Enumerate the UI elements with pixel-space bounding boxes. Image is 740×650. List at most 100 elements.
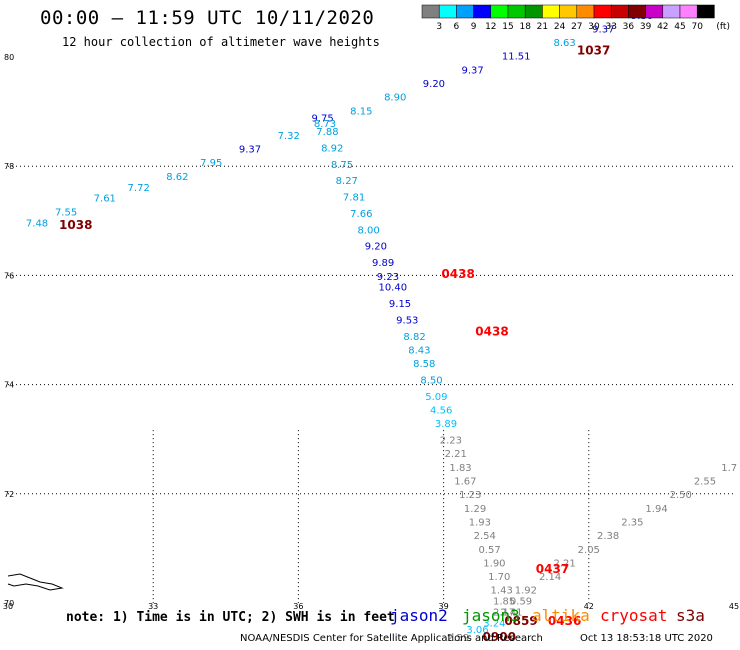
y-tick-label: 74 xyxy=(4,381,14,390)
time-stamp-label: 0437 xyxy=(536,562,569,576)
color-scale-label: 33 xyxy=(605,22,616,32)
wave-height-label: 9.53 xyxy=(396,315,418,326)
time-stamp-label: 0438 xyxy=(475,324,508,338)
y-tick-label: 78 xyxy=(4,162,14,171)
time-stamp-label: 1037 xyxy=(577,43,610,57)
wave-height-label: 2.21 xyxy=(553,558,575,569)
x-tick-label: 33 xyxy=(148,602,158,611)
color-scale-label: 12 xyxy=(485,22,496,32)
wave-height-label: 7.95 xyxy=(200,158,222,169)
color-scale-swatch xyxy=(593,4,612,19)
wave-height-label: 1.83 xyxy=(449,463,471,474)
credit-text: NOAA/NESDIS Center for Satellite Applica… xyxy=(240,633,543,644)
color-scale-label: 15 xyxy=(502,22,513,32)
wave-height-label: 8.82 xyxy=(403,332,425,343)
wave-height-label: 9.37 xyxy=(239,145,261,156)
wave-height-label: 8.90 xyxy=(384,93,406,104)
y-tick-label: 70 xyxy=(4,599,14,608)
wave-height-label: 9.15 xyxy=(389,299,411,310)
color-scale-swatch xyxy=(696,4,715,19)
color-scale-label: 39 xyxy=(640,22,652,32)
page-title: 00:00 – 11:59 UTC 10/11/2020 xyxy=(40,7,375,29)
x-tick-label: 30 xyxy=(3,602,13,611)
wave-height-label: 3.06 xyxy=(466,625,488,636)
color-scale-label: 45 xyxy=(674,22,685,32)
wave-height-label: 7.48 xyxy=(26,218,48,229)
x-tick-label: 36 xyxy=(293,602,303,611)
wave-height-label: 5.09 xyxy=(425,392,447,403)
color-scale-swatch xyxy=(679,4,698,19)
color-scale-label: 21 xyxy=(537,22,548,32)
wave-height-label: 1.90 xyxy=(483,558,505,569)
color-scale-label: 30 xyxy=(588,22,600,32)
wave-height-label: 3.89 xyxy=(435,419,457,430)
x-tick-label: 39 xyxy=(439,602,449,611)
wave-height-label: 8.58 xyxy=(413,359,435,370)
wave-height-label: 2.14 xyxy=(539,572,561,583)
y-tick-label: 76 xyxy=(4,271,14,280)
wave-height-label: 2.21 xyxy=(445,449,467,460)
wave-height-label: 7.32 xyxy=(278,131,300,142)
wave-height-label: 1.93 xyxy=(469,517,491,528)
wave-height-label: 11.51 xyxy=(502,52,531,63)
wave-height-label: 8.75 xyxy=(331,160,353,171)
wave-height-label: 0.57 xyxy=(478,545,500,556)
color-scale-swatch xyxy=(456,4,474,19)
wave-height-label: 7.81 xyxy=(343,193,365,204)
color-scale-unit: (ft) xyxy=(716,22,730,32)
wave-height-label: 9.89 xyxy=(372,258,394,269)
wave-height-label: 9.37 xyxy=(462,65,484,76)
wave-height-label: 7.61 xyxy=(94,194,116,205)
color-scale-swatch xyxy=(473,4,492,19)
color-scale-swatch xyxy=(662,4,681,19)
wave-height-label: 1.67 xyxy=(454,477,476,488)
wave-height-label: 1.23 xyxy=(459,490,481,501)
color-scale-label: 42 xyxy=(657,22,668,32)
wave-height-label: 8.27 xyxy=(336,176,358,187)
wave-height-label: 8.63 xyxy=(553,38,575,49)
wave-height-label: 9.37 xyxy=(592,24,614,35)
wave-height-label: 10.40 xyxy=(378,283,407,294)
wave-height-label: 8.00 xyxy=(357,225,379,236)
color-scale-swatch xyxy=(576,4,595,19)
time-stamp-label: 0436 xyxy=(548,614,581,628)
wave-height-label: 7.72 xyxy=(128,183,150,194)
color-scale-label: 24 xyxy=(554,22,566,32)
wave-height-label: 2.05 xyxy=(578,545,600,556)
satellite-legend-jason2: jason2 xyxy=(390,606,448,625)
wave-height-label: 2.35 xyxy=(621,517,643,528)
timestamp-text: Oct 13 18:53:18 UTC 2020 xyxy=(580,633,713,644)
wave-height-label: 1.85 xyxy=(493,597,515,608)
wave-height-label: 1.94 xyxy=(645,504,667,515)
satellite-legend-s3a: s3a xyxy=(676,606,705,625)
wave-height-label: 2.50 xyxy=(670,490,692,501)
wave-height-label: 9.20 xyxy=(365,242,387,253)
color-scale-label: 36 xyxy=(623,22,635,32)
x-tick-label: 45 xyxy=(729,602,739,611)
color-scale-label: 18 xyxy=(519,22,531,32)
wave-height-label: 8.73 xyxy=(314,119,336,130)
time-stamp-label: 0900 xyxy=(483,630,516,644)
color-scale-swatch xyxy=(559,4,578,19)
color-scale-swatch xyxy=(507,4,526,19)
wave-height-label: 7.88 xyxy=(316,127,338,138)
wave-height-label: 3.24 xyxy=(483,618,505,629)
wave-height-label: 2.23 xyxy=(440,436,462,447)
wave-height-label: 7.55 xyxy=(55,207,77,218)
color-scale-label: 6 xyxy=(454,22,460,32)
wave-height-label: 1.92 xyxy=(515,586,537,597)
wave-height-label: 2.17 xyxy=(493,608,515,619)
wave-height-label: 9.23 xyxy=(377,272,399,283)
wave-height-label: 0.59 xyxy=(510,597,532,608)
wave-height-label: 1.43 xyxy=(491,586,513,597)
color-scale-label: 27 xyxy=(571,22,582,32)
wave-height-label: 2.59 xyxy=(447,633,469,644)
wave-height-label: 8.62 xyxy=(166,172,188,183)
time-stamp-label: 0859 xyxy=(504,614,537,628)
page-subtitle: 12 hour collection of altimeter wave hei… xyxy=(62,35,380,49)
wave-height-label: 1.70 xyxy=(488,572,510,583)
wave-height-label: 1.29 xyxy=(464,504,486,515)
wave-height-label: 8.50 xyxy=(420,376,442,387)
